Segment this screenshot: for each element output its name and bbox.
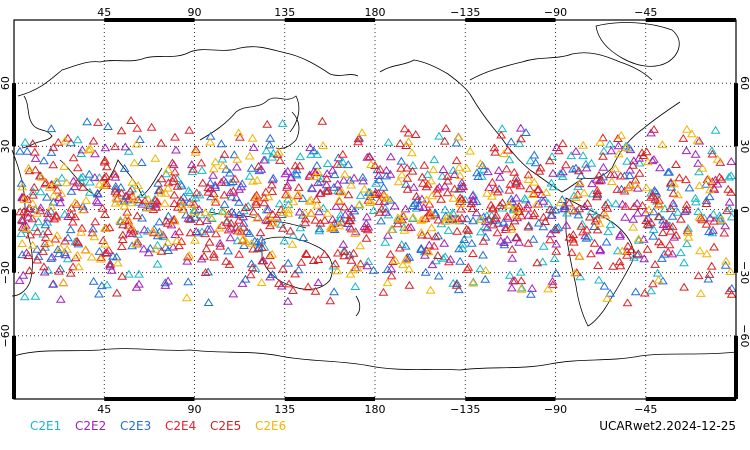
frame-bar-top-1 — [104, 18, 195, 22]
frame-bar-left-3 — [12, 209, 16, 273]
coastline-japan — [275, 111, 300, 149]
x-tick-label-bottom: −45 — [634, 403, 657, 416]
x-tick-label-bottom: 45 — [97, 403, 111, 416]
x-tick-label-top: −135 — [450, 6, 480, 19]
y-tick-label-right: 60 — [738, 76, 750, 90]
x-tick-label-top: 180 — [365, 6, 386, 19]
y-tick-label-left: −60 — [0, 324, 12, 347]
coastline-europe — [21, 95, 53, 149]
frame-bar-bottom-3 — [284, 397, 375, 401]
frame-bar-right-1 — [734, 83, 738, 147]
x-tick-label-top: 135 — [274, 6, 295, 19]
x-tick-label-top: −45 — [634, 6, 657, 19]
y-tick-label-right: 30 — [738, 139, 750, 153]
frame-bar-bottom-5 — [465, 397, 556, 401]
y-tick-label-left: 60 — [0, 76, 12, 90]
x-tick-label-bottom: 90 — [188, 403, 202, 416]
y-tick-label-right: −30 — [738, 261, 750, 284]
observation-markers — [14, 116, 737, 307]
frame-bar-right-3 — [734, 209, 738, 273]
coastline-new-zealand — [355, 295, 361, 317]
legend-item-c2e1: C2E1 — [30, 419, 61, 433]
coastline-antarctica — [13, 348, 737, 371]
x-tick-label-bottom: 135 — [274, 403, 295, 416]
coastline-alaska — [379, 59, 471, 95]
frame-bar-top-7 — [645, 18, 736, 22]
frame-bar-top-3 — [284, 18, 375, 22]
coastline-east-asia — [199, 95, 300, 141]
coastline-south-asia — [59, 159, 163, 197]
y-tick-labels-left: 60 30 0 −30 −60 — [0, 76, 12, 347]
marker-series-c2e6 — [17, 124, 736, 302]
frame-bar-left-1 — [12, 83, 16, 147]
x-tick-label-bottom: 180 — [365, 403, 386, 416]
frame-bar-top-5 — [465, 18, 556, 22]
coastline-greenland — [595, 22, 680, 67]
coastline-north-america-north — [469, 52, 653, 81]
frame-bar-left-5 — [12, 335, 16, 399]
coastline-north-america-east — [611, 101, 681, 169]
y-tick-label-right: −60 — [738, 324, 750, 347]
y-tick-label-left: −30 — [0, 261, 12, 284]
frame-bar-right-5 — [734, 335, 738, 399]
x-tick-label-bottom: −90 — [544, 403, 567, 416]
caption-text: UCARwet2.2024-12-25 — [599, 419, 736, 433]
legend-item-c2e4: C2E4 — [165, 419, 196, 433]
legend-item-c2e5: C2E5 — [210, 419, 241, 433]
y-tick-labels-right: 60 30 0 −30 −60 — [738, 76, 750, 347]
legend-item-c2e3: C2E3 — [120, 419, 151, 433]
coastline-layer — [11, 22, 737, 371]
x-tick-label-top: −90 — [544, 6, 567, 19]
y-tick-label-left: 0 — [0, 206, 12, 213]
coastline-africa — [11, 149, 33, 297]
x-tick-label-top: 90 — [188, 6, 202, 19]
frame-bar-bottom-1 — [104, 397, 195, 401]
map-frame-bars — [12, 18, 738, 401]
x-tick-label-bottom: −135 — [450, 403, 480, 416]
x-tick-labels-top: 45 90 135 180 −135 −90 −45 — [97, 6, 657, 19]
legend-item-c2e2: C2E2 — [75, 419, 106, 433]
coastline-south-america — [565, 197, 634, 327]
marker-series-c2e1 — [16, 118, 737, 301]
x-tick-label-top: 45 — [97, 6, 111, 19]
frame-bar-bottom-7 — [645, 397, 736, 401]
x-tick-labels-bottom: 45 90 135 180 −135 −90 −45 — [97, 403, 657, 416]
legend-item-c2e6: C2E6 — [255, 419, 286, 433]
y-tick-label-left: 30 — [0, 139, 12, 153]
coastline-eurasia-north — [17, 46, 359, 97]
y-tick-label-right: 0 — [738, 206, 750, 213]
legend: C2E1 C2E2 C2E3 C2E4 C2E5 C2E6 — [30, 419, 286, 433]
coastline-north-america-west — [469, 93, 531, 171]
